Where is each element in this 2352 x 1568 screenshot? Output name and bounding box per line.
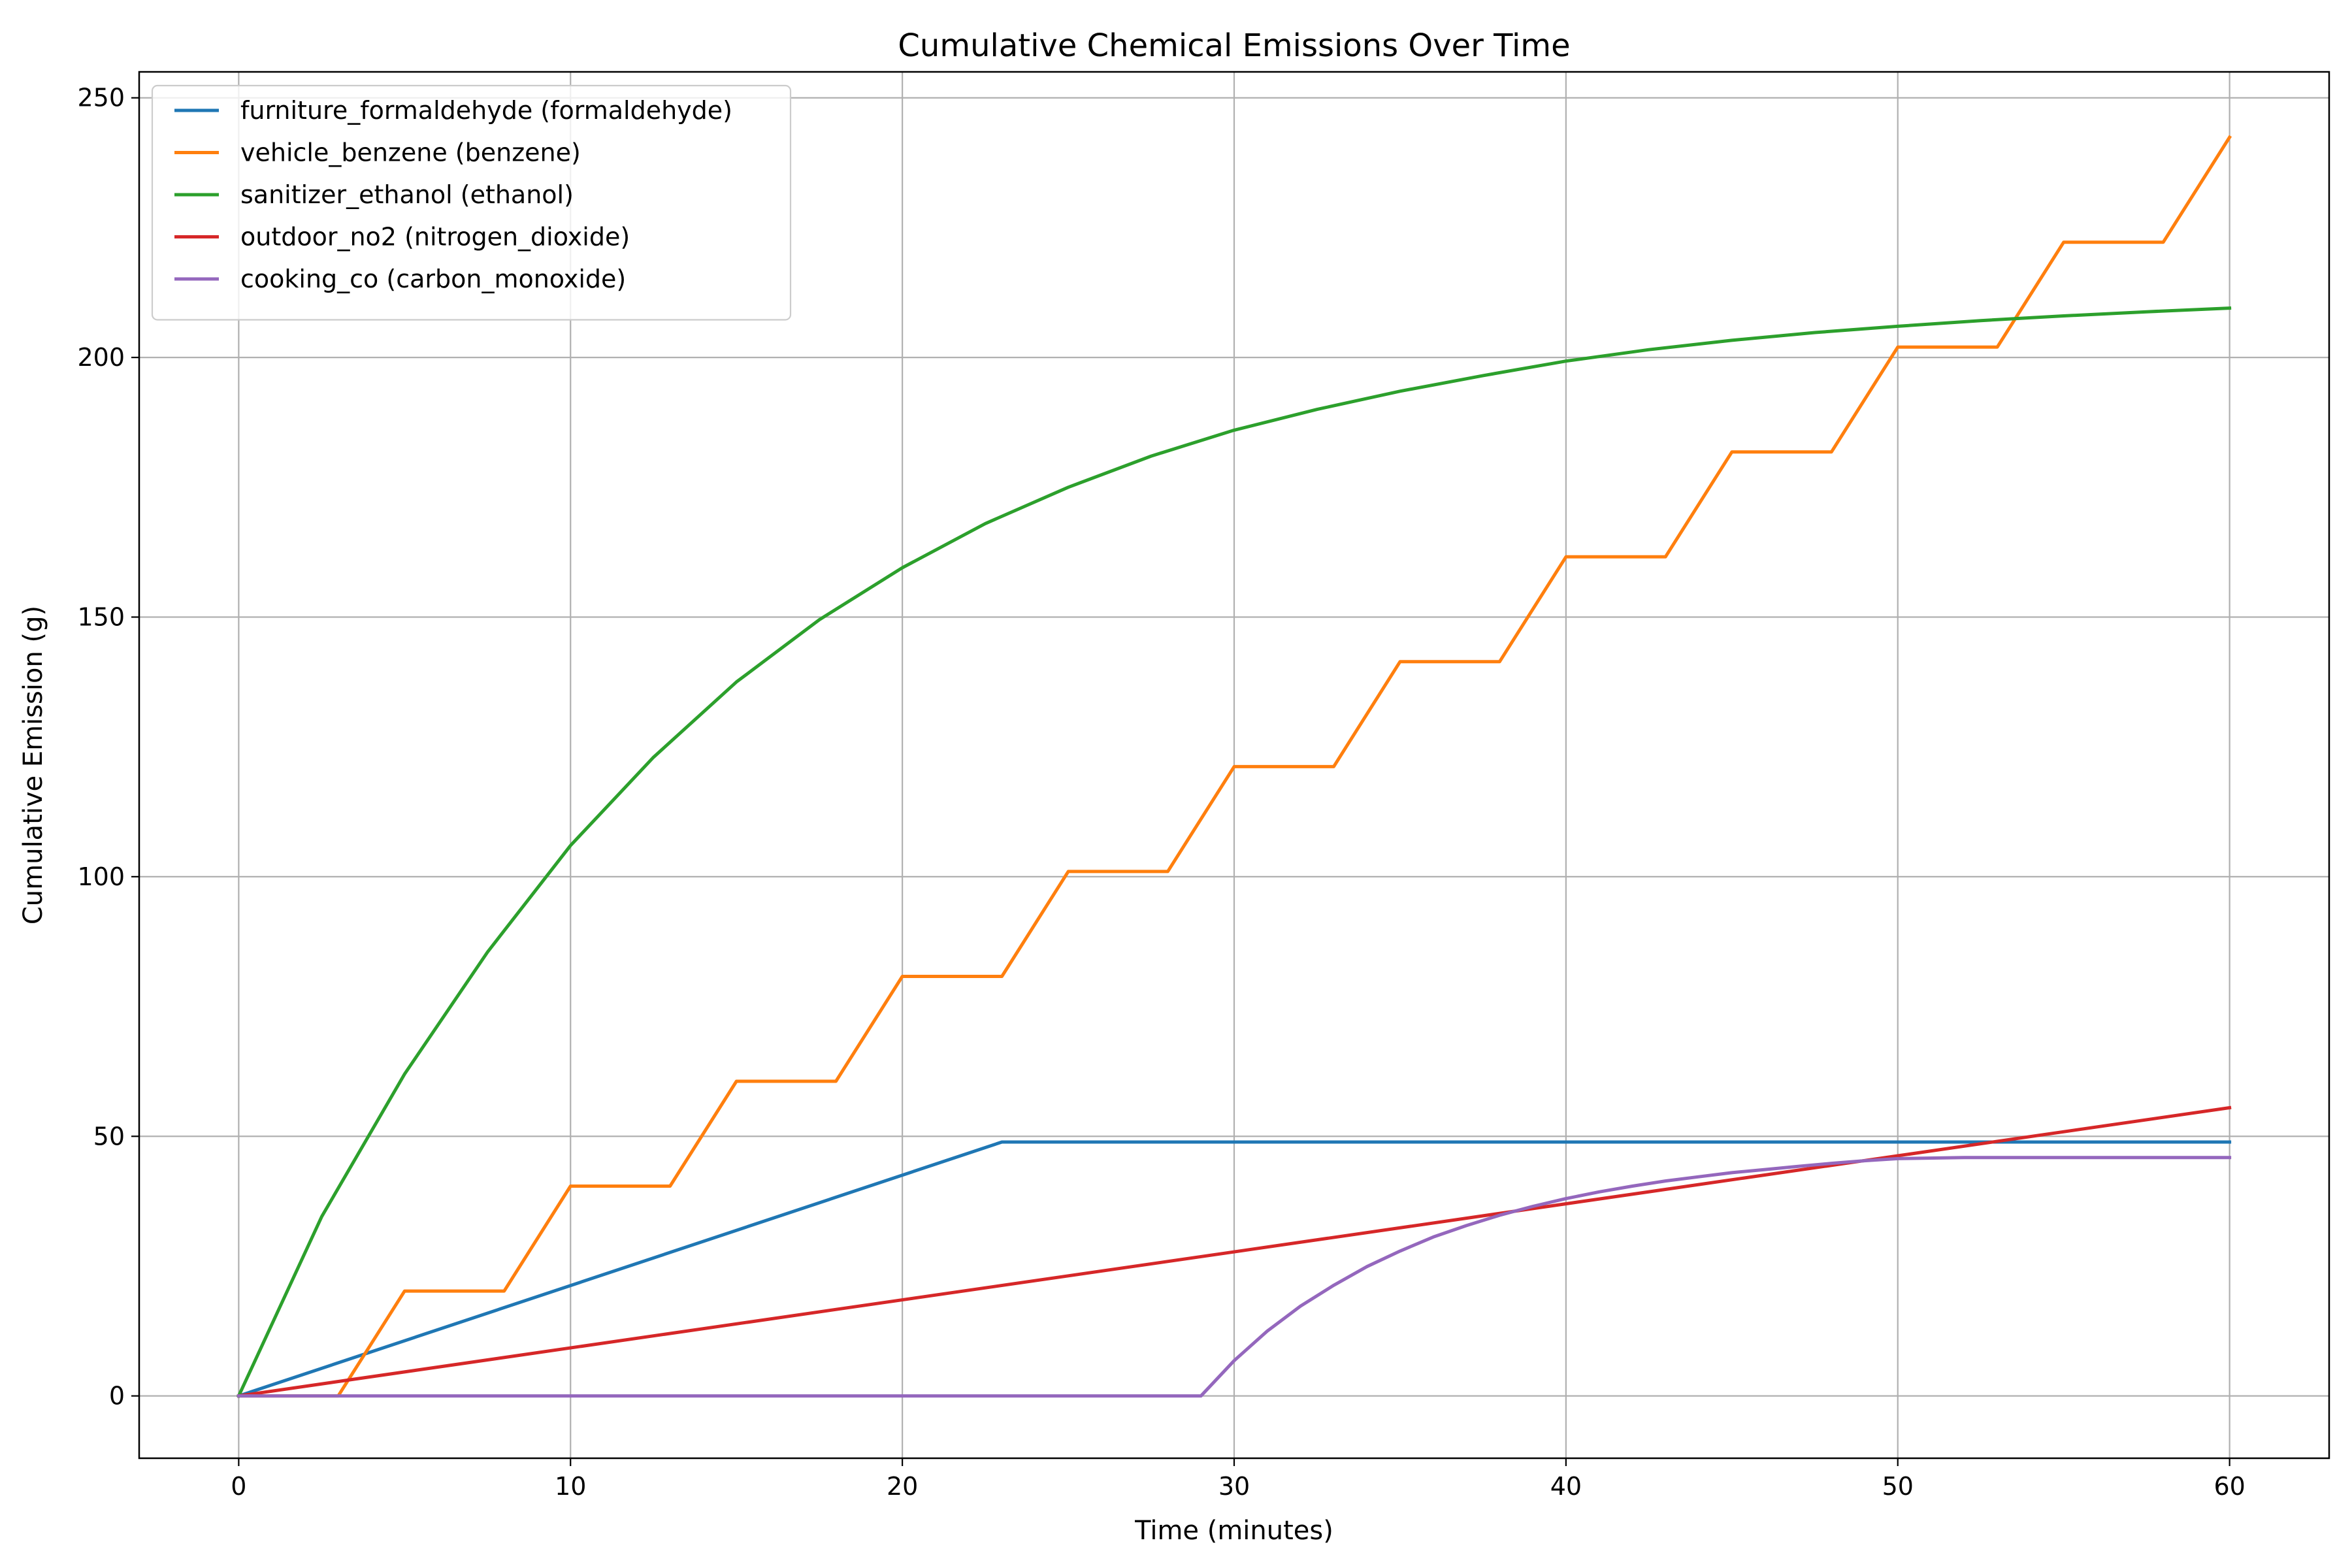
- legend-label: vehicle_benzene (benzene): [240, 139, 581, 167]
- legend-label: furniture_formaldehyde (formaldehyde): [240, 96, 732, 125]
- y-axis-title: Cumulative Emission (g): [18, 606, 48, 924]
- x-tick-label: 50: [1882, 1472, 1914, 1501]
- legend-label: outdoor_no2 (nitrogen_dioxide): [240, 223, 630, 252]
- legend-box: [151, 84, 792, 321]
- y-tick-label: 0: [109, 1382, 125, 1411]
- x-tick-label: 30: [1218, 1472, 1250, 1501]
- y-tick-label: 200: [77, 343, 125, 372]
- y-tick-label: 50: [93, 1122, 125, 1151]
- x-tick-label: 60: [2213, 1472, 2245, 1501]
- x-axis-title: Time (minutes): [1134, 1516, 1333, 1546]
- x-tick-label: 20: [887, 1472, 918, 1501]
- legend-label: sanitizer_ethanol (ethanol): [240, 180, 574, 209]
- chart-title: Cumulative Chemical Emissions Over Time: [898, 27, 1570, 64]
- series-line-3: [237, 1105, 2232, 1398]
- y-tick-label: 150: [77, 602, 125, 631]
- series-line-0: [237, 1140, 2232, 1398]
- series-line-4: [237, 1156, 2232, 1398]
- legend: furniture_formaldehyde (formaldehyde) veh…: [151, 84, 792, 321]
- axis-ticks: 0 10 20 30 40 50 60 0 50 100 150 200 250: [77, 84, 2245, 1501]
- x-tick-label: 10: [555, 1472, 586, 1501]
- series-lines: [237, 135, 2232, 1398]
- y-tick-label: 100: [77, 862, 125, 891]
- x-tick-label: 0: [231, 1472, 246, 1501]
- series-line-1: [237, 135, 2232, 1398]
- legend-label: cooking_co (carbon_monoxide): [240, 265, 626, 293]
- series-line-2: [237, 306, 2232, 1398]
- y-tick-label: 250: [77, 84, 125, 112]
- x-tick-label: 40: [1550, 1472, 1582, 1501]
